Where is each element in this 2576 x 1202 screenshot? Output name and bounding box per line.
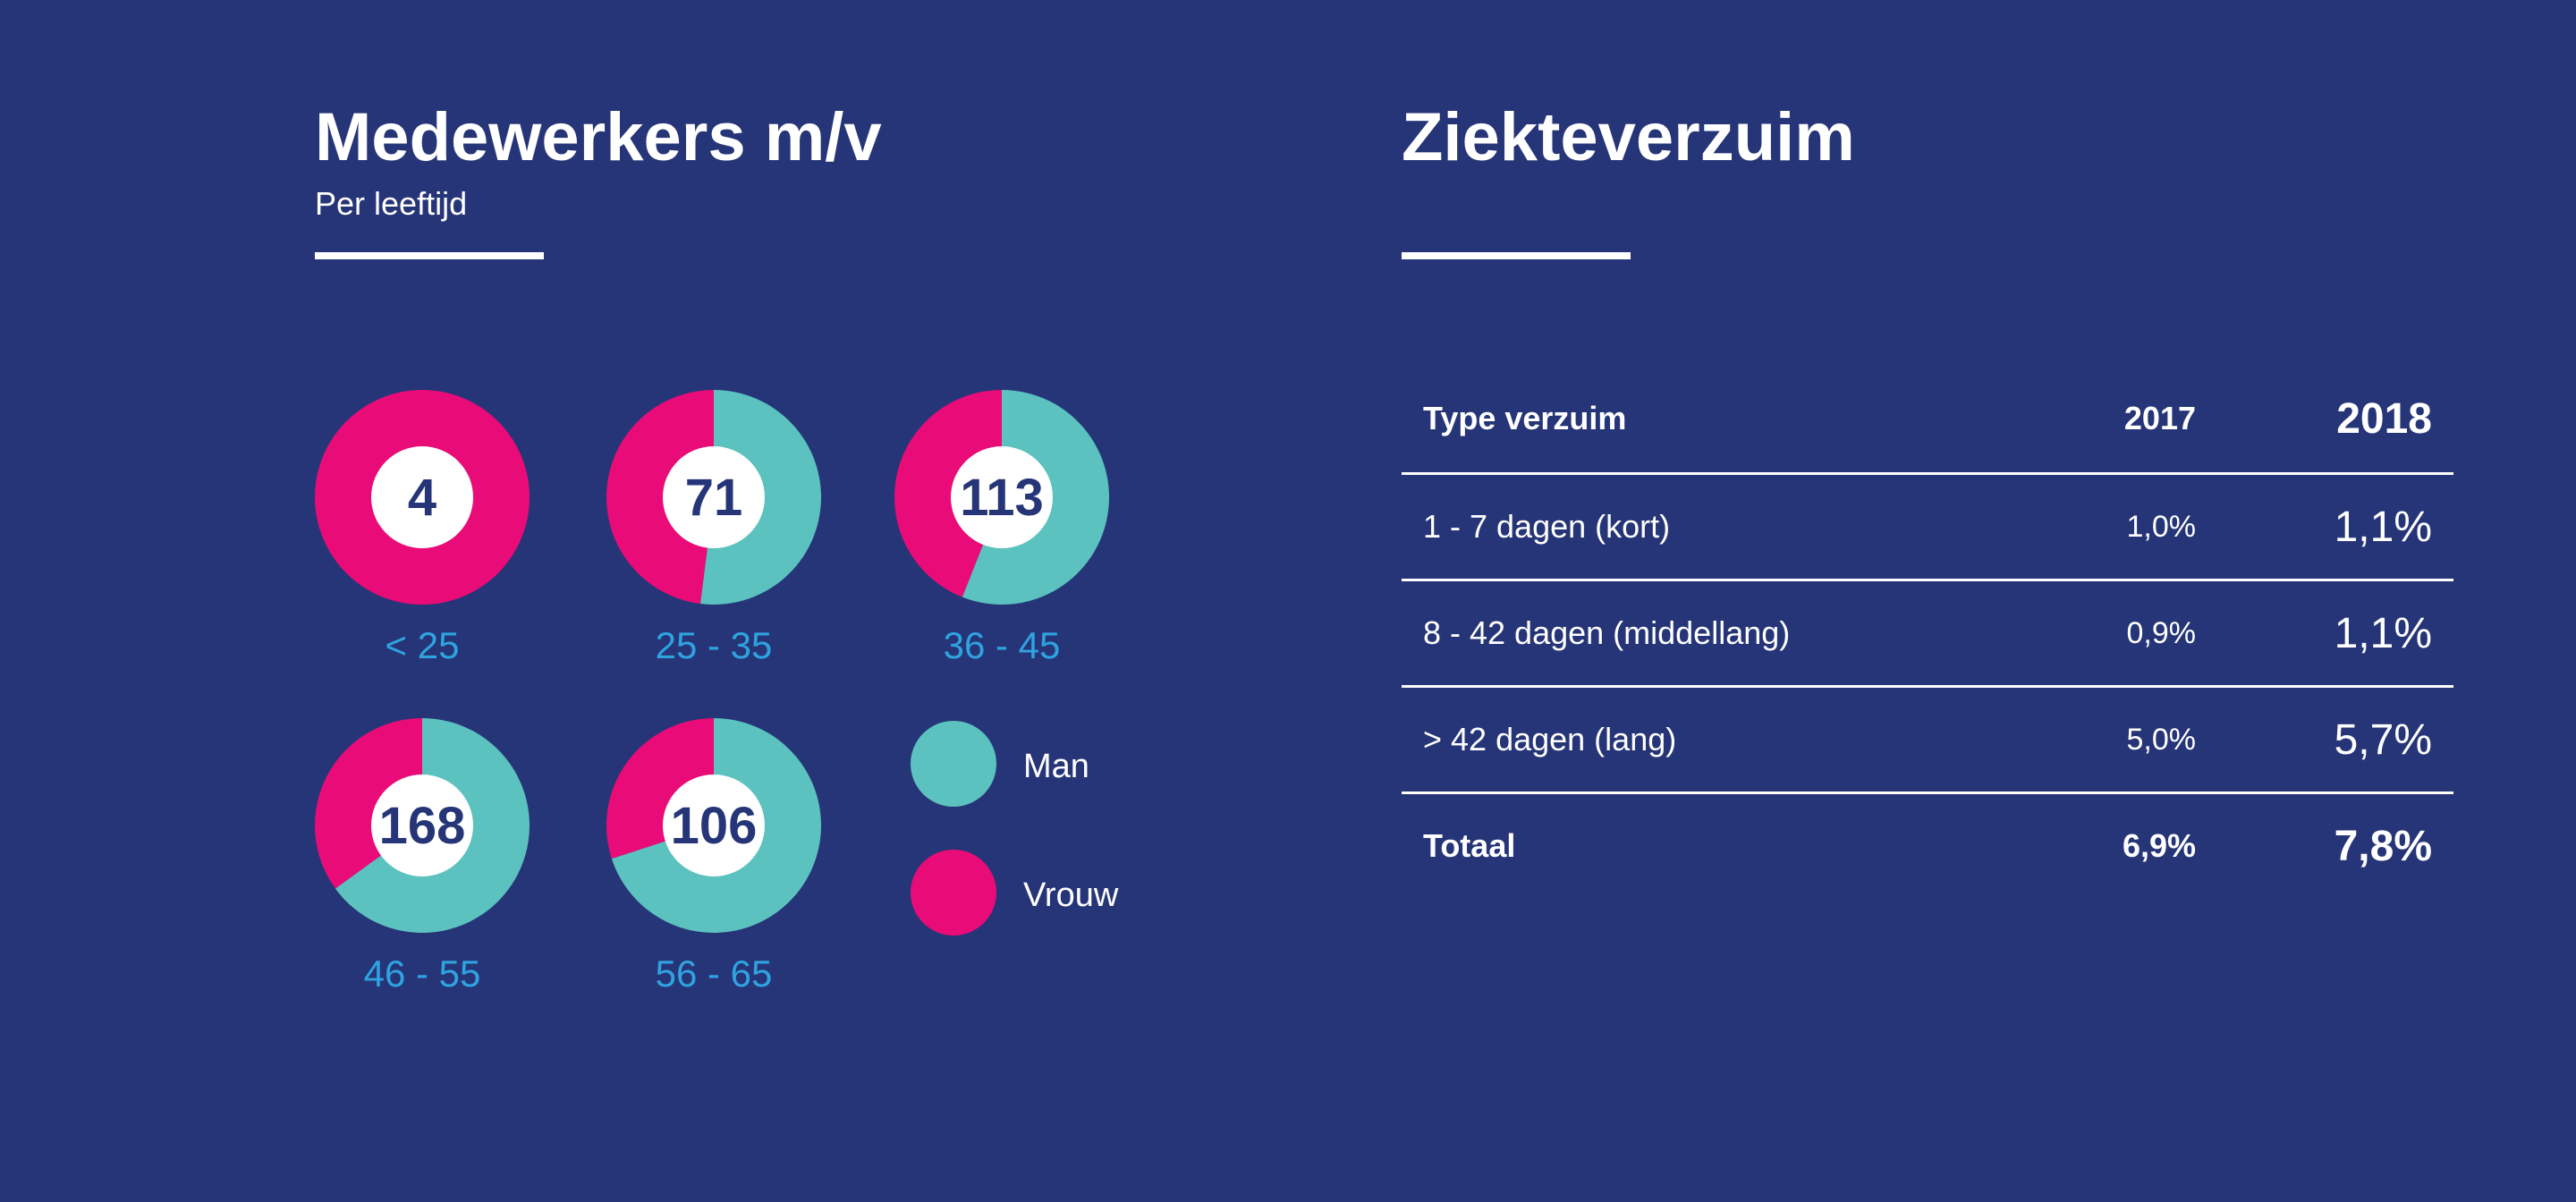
row-type: > 42 dagen (lang) — [1402, 686, 1942, 794]
donut-slice-vrouw — [894, 390, 1002, 597]
donut-chart: 168 — [315, 718, 530, 933]
legend-man-label: Man — [1023, 748, 1089, 785]
row-type: 8 - 42 dagen (middellang) — [1402, 580, 1942, 688]
donut-slice-vrouw — [315, 718, 422, 889]
header-2017: 2017 — [1942, 365, 2196, 475]
donut-total-count: 168 — [378, 796, 466, 855]
donut-svg — [315, 718, 530, 933]
total-2018-value: 7,8% — [2334, 822, 2432, 870]
table-header-row: Type verzuim 2017 2018 — [1402, 365, 2453, 475]
row-2017-value: 0,9% — [1942, 580, 2196, 688]
donut-chart: 4 — [315, 390, 530, 605]
donut-hole — [371, 775, 473, 876]
ziekteverzuim-table: Type verzuim 2017 2018 1 - 7 dagen (kort… — [1402, 365, 2453, 898]
donut-slice-vrouw — [606, 390, 714, 605]
legend-vrouw-swatch — [911, 850, 996, 935]
age-group-label: 46 - 55 — [363, 952, 481, 995]
ziekteverzuim-title: Ziekteverzuim — [1402, 99, 1855, 175]
legend-vrouw-label: Vrouw — [1023, 876, 1119, 914]
donut-chart: 71 — [606, 390, 821, 605]
row-type: 1 - 7 dagen (kort) — [1402, 473, 1942, 581]
total-label: Totaal — [1423, 827, 1516, 864]
donut-chart: 106 — [606, 718, 821, 933]
medewerkers-subtitle: Per leeftijd — [315, 185, 468, 222]
donut-hole — [951, 446, 1053, 548]
age-group-label: 36 - 45 — [943, 624, 1061, 666]
donut-hole — [663, 446, 765, 548]
total-2017-value: 6,9% — [2122, 827, 2196, 864]
row-2017-value: 5,0% — [1942, 686, 2196, 794]
table-row: 1 - 7 dagen (kort) 1,0% 1,1% — [1402, 473, 2453, 581]
right-title-rule — [1402, 252, 1631, 259]
donut-total-count: 71 — [684, 468, 743, 527]
donut-total-count: 106 — [670, 796, 758, 855]
row-2018-value: 5,7% — [2196, 686, 2453, 794]
table-row: 8 - 42 dagen (middellang) 0,9% 1,1% — [1402, 580, 2453, 688]
header-type-verzuim: Type verzuim — [1402, 365, 1942, 475]
donut-svg — [606, 718, 821, 933]
row-2018-value: 1,1% — [2196, 473, 2453, 581]
header-2018: 2018 — [2196, 365, 2453, 475]
row-2018-value: 1,1% — [2196, 580, 2453, 688]
donut-hole — [663, 775, 765, 876]
legend-man-swatch — [911, 721, 996, 807]
donut-hole — [371, 446, 473, 548]
donut-chart: 113 — [894, 390, 1109, 605]
age-group-label: 25 - 35 — [655, 624, 773, 666]
table-row: > 42 dagen (lang) 5,0% 5,7% — [1402, 686, 2453, 794]
table-total-row: Totaal 6,9% 7,8% — [1402, 793, 2453, 899]
donut-total-count: 113 — [960, 468, 1044, 527]
age-group-label: 56 - 65 — [655, 952, 773, 995]
donut-total-count: 4 — [407, 468, 437, 527]
medewerkers-title: Medewerkers m/v — [315, 99, 882, 175]
age-group-label: < 25 — [385, 624, 460, 666]
donut-svg — [315, 390, 530, 605]
left-title-rule — [315, 252, 544, 259]
row-2017-value: 1,0% — [1942, 473, 2196, 581]
donut-svg — [606, 390, 821, 605]
donut-svg — [894, 390, 1109, 605]
